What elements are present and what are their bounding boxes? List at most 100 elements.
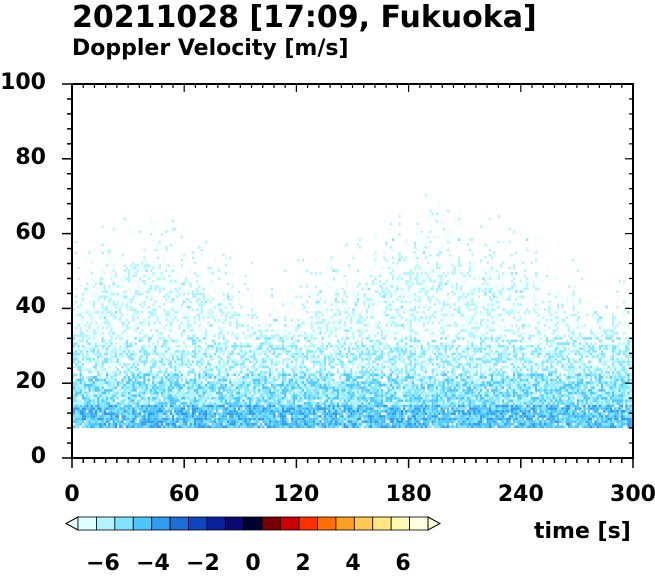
heatmap-cell	[158, 331, 161, 335]
heatmap-cell	[123, 383, 126, 387]
heatmap-cell	[154, 347, 157, 351]
heatmap-cell	[211, 404, 214, 408]
heatmap-cell	[128, 370, 131, 374]
heatmap-cell	[211, 386, 214, 390]
heatmap-cell	[172, 313, 175, 317]
heatmap-cell	[312, 407, 315, 410]
heatmap-cell	[75, 386, 78, 390]
heatmap-cell	[156, 357, 159, 361]
heatmap-cell	[330, 412, 333, 416]
heatmap-cell	[101, 407, 104, 410]
heatmap-cell	[75, 313, 78, 317]
heatmap-cell	[304, 376, 307, 379]
heatmap-cell	[163, 376, 166, 379]
heatmap-cell	[121, 292, 124, 296]
heatmap-cell	[178, 383, 181, 387]
heatmap-cell	[92, 329, 95, 332]
heatmap-cell	[207, 422, 210, 426]
heatmap-cell	[174, 360, 177, 364]
heatmap-cell	[79, 412, 82, 416]
heatmap-cell	[279, 373, 282, 377]
heatmap-cell	[101, 285, 104, 288]
heatmap-cell	[110, 272, 113, 275]
heatmap-cell	[262, 389, 265, 392]
heatmap-cell	[178, 402, 181, 405]
heatmap-cell	[317, 342, 320, 345]
heatmap-cell	[238, 425, 241, 429]
heatmap-cell	[356, 282, 359, 286]
heatmap-cell	[165, 391, 168, 395]
heatmap-cell	[88, 415, 91, 418]
heatmap-cell	[352, 381, 355, 384]
heatmap-cell	[235, 402, 238, 405]
heatmap-cell	[196, 355, 199, 358]
heatmap-cell	[266, 404, 269, 408]
heatmap-cell	[73, 337, 76, 340]
heatmap-cell	[101, 290, 104, 293]
heatmap-cell	[194, 396, 197, 400]
heatmap-cell	[297, 391, 300, 395]
heatmap-cell	[238, 321, 241, 325]
heatmap-cell	[198, 311, 201, 314]
heatmap-cell	[266, 394, 269, 397]
heatmap-cell	[158, 402, 161, 405]
heatmap-cell	[112, 227, 115, 231]
heatmap-cell	[185, 352, 188, 356]
heatmap-cell	[308, 383, 311, 387]
heatmap-cell	[139, 350, 142, 353]
heatmap-cell	[312, 347, 315, 351]
heatmap-cell	[81, 381, 84, 384]
heatmap-cell	[282, 399, 285, 403]
heatmap-cell	[167, 344, 170, 348]
heatmap-cell	[315, 415, 318, 418]
heatmap-cell	[328, 407, 331, 410]
heatmap-cell	[323, 352, 326, 356]
heatmap-cell	[198, 402, 201, 405]
heatmap-cell	[293, 399, 296, 403]
heatmap-cell	[163, 412, 166, 416]
heatmap-cell	[231, 407, 234, 410]
heatmap-cell	[136, 368, 139, 371]
heatmap-cell	[304, 386, 307, 390]
heatmap-cell	[207, 337, 210, 340]
heatmap-cell	[187, 409, 190, 413]
heatmap-cell	[275, 422, 278, 426]
heatmap-cell	[125, 337, 128, 340]
heatmap-cell	[264, 417, 267, 421]
heatmap-cell	[165, 399, 168, 403]
heatmap-cell	[178, 417, 181, 421]
heatmap-cell	[130, 334, 133, 338]
heatmap-cell	[119, 337, 122, 340]
heatmap-cell	[330, 339, 333, 343]
heatmap-cell	[275, 360, 278, 364]
heatmap-cell	[185, 396, 188, 400]
heatmap-cell	[301, 409, 304, 413]
heatmap-cell	[132, 334, 135, 338]
heatmap-cell	[306, 396, 309, 400]
heatmap-cell	[262, 321, 265, 325]
heatmap-cell	[84, 383, 87, 387]
heatmap-cell	[249, 383, 252, 387]
heatmap-cell	[202, 316, 205, 319]
heatmap-cell	[345, 407, 348, 410]
heatmap-cell	[73, 415, 76, 418]
heatmap-cell	[75, 326, 78, 330]
heatmap-cell	[169, 399, 172, 403]
heatmap-cell	[317, 357, 320, 361]
heatmap-cell	[348, 329, 351, 332]
heatmap-cell	[277, 389, 280, 392]
heatmap-cell	[293, 407, 296, 410]
heatmap-cell	[125, 370, 128, 374]
heatmap-cell	[251, 386, 254, 390]
heatmap-cell	[282, 386, 285, 390]
heatmap-cell	[354, 303, 357, 306]
heatmap-cell	[189, 282, 192, 286]
heatmap-cell	[242, 404, 245, 408]
heatmap-cell	[271, 386, 274, 390]
heatmap-cell	[163, 355, 166, 358]
heatmap-cell	[88, 391, 91, 395]
heatmap-cell	[95, 425, 98, 429]
heatmap-cell	[264, 402, 267, 405]
heatmap-cell	[213, 321, 216, 325]
heatmap-cell	[132, 233, 135, 236]
